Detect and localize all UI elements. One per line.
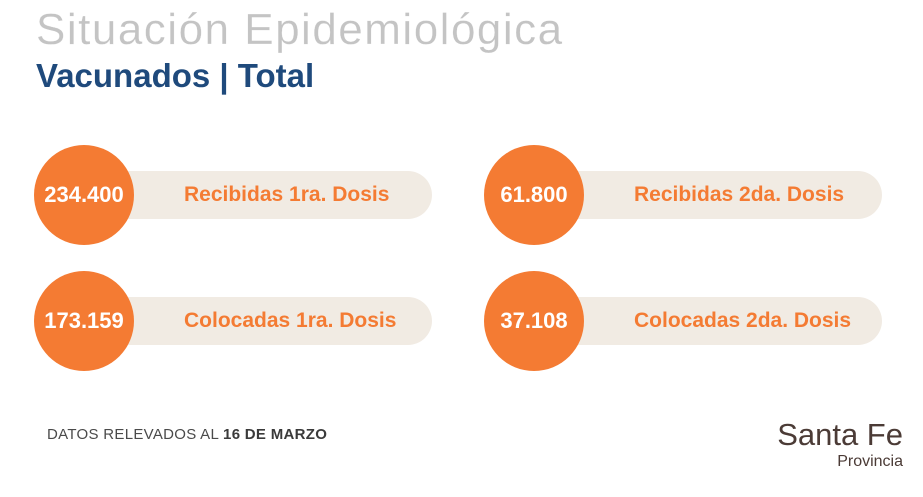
stat-value: 173.159 (44, 308, 124, 333)
stat-circle: 173.159 (34, 271, 134, 371)
stat-circle: 61.800 (484, 145, 584, 245)
stat-circle: 37.108 (484, 271, 584, 371)
stat-label: Recibidas 2da. Dosis (634, 183, 845, 206)
data-date-prefix: DATOS RELEVADOS AL (47, 426, 224, 443)
page-subtitle: Vacunados | Total (36, 57, 315, 94)
stat-value: 37.108 (500, 308, 568, 333)
stat-value: 234.400 (44, 182, 124, 207)
data-date-value: 16 DE MARZO (223, 426, 328, 443)
stat-card-recibidas-2da: Recibidas 2da. Dosis 61.800 (484, 145, 884, 245)
stat-card-colocadas-2da: Colocadas 2da. Dosis 37.108 (484, 271, 884, 371)
page-title: Situación Epidemiológica (36, 5, 564, 54)
stat-card-recibidas-1ra: Recibidas 1ra. Dosis 234.400 (34, 145, 434, 245)
santa-fe-logo: Santa Fe Provincia (777, 418, 903, 472)
stat-label: Colocadas 1ra. Dosis (184, 309, 397, 332)
logo-main-text: Santa Fe (777, 417, 903, 452)
stat-card-colocadas-1ra: Colocadas 1ra. Dosis 173.159 (34, 271, 434, 371)
stat-circle: 234.400 (34, 145, 134, 245)
stat-label: Colocadas 2da. Dosis (634, 309, 852, 332)
logo-sub-text: Provincia (837, 453, 903, 470)
stat-value: 61.800 (500, 182, 568, 207)
stat-label: Recibidas 1ra. Dosis (184, 183, 390, 206)
data-date-note: DATOS RELEVADOS AL 16 DE MARZO (47, 426, 327, 443)
